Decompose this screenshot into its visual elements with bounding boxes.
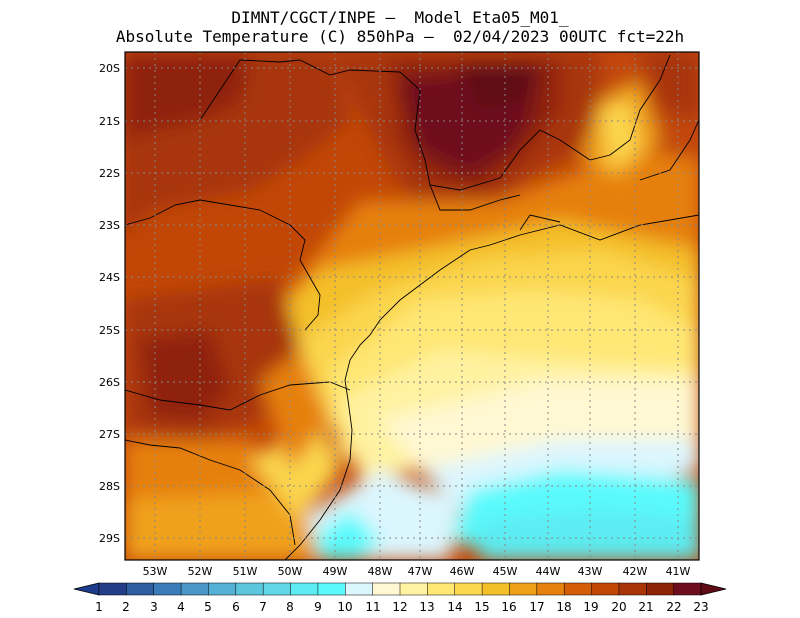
colorbar-cell [262,582,292,596]
colorbar-cell [536,582,565,596]
colorbar-cell [126,582,155,596]
lat-label: 24S [99,271,120,284]
lon-label: 51W [233,565,258,578]
colorbar-label: 13 [419,600,434,614]
colorbar-cell [481,582,510,596]
map-frame [124,51,700,561]
colorbar-label: 8 [286,600,294,614]
colorbar-cell [235,582,264,596]
lon-label: 41W [666,565,691,578]
lat-label: 29S [99,532,120,545]
colorbar-label: 18 [556,600,571,614]
colorbar-cell [180,582,209,596]
lon-label: 46W [450,565,475,578]
colorbar-label: 3 [150,600,158,614]
map-title-line2: Absolute Temperature (C) 850hPa – 02/04/… [115,27,685,46]
colorbar-cell [290,582,319,596]
map-title-line1: DIMNT/CGCT/INPE – Model Eta05_M01_ [231,8,569,27]
lat-label: 22S [99,167,120,180]
colorbar-cell [646,582,675,596]
colorbar-cell [208,582,237,596]
boundaries [125,54,699,560]
colorbar-cell [618,582,647,596]
colorbar-label: 19 [583,600,598,614]
lat-label: 28S [99,480,120,493]
colorbar-cell [153,582,182,596]
colorbar: 1 2 3 4 5 6 7 8 9 10 11 12 13 14 15 16 1… [73,582,727,614]
lon-label: 48W [368,565,393,578]
lat-label: 27S [99,428,120,441]
colorbar-labels: 1 2 3 4 5 6 7 8 9 10 11 12 13 14 15 16 1… [95,600,708,614]
lon-label: 47W [408,565,433,578]
colorbar-label: 14 [447,600,462,614]
colorbar-cell [563,582,593,596]
colorbar-label: 5 [204,600,212,614]
colorbar-label: 7 [259,600,267,614]
lon-label: 53W [143,565,168,578]
colorbar-over-arrow [700,582,727,596]
lat-label: 23S [99,219,120,232]
colorbar-label: 21 [638,600,653,614]
colorbar-cell [317,582,346,596]
colorbar-label: 23 [693,600,708,614]
colorbar-label: 4 [177,600,185,614]
colorbar-label: 20 [611,600,626,614]
colorbar-cell [427,582,456,596]
lat-label: 21S [99,115,120,128]
colorbar-cell [454,582,483,596]
lon-label: 44W [536,565,561,578]
colorbar-label: 12 [392,600,407,614]
colorbar-label: 6 [232,600,240,614]
lat-label: 25S [99,324,120,337]
colorbar-cell [509,582,538,596]
colorbar-under-arrow [73,582,100,596]
longitude-labels: 53W 52W 51W 50W 49W 48W 47W 46W 45W 44W … [143,565,691,578]
lon-label: 43W [578,565,603,578]
lon-label: 42W [623,565,648,578]
colorbar-cell [673,582,702,596]
colorbar-label: 22 [666,600,681,614]
colorbar-cell [345,582,374,596]
colorbar-label: 9 [314,600,322,614]
temperature-field [125,52,699,560]
colorbar-label: 17 [529,600,544,614]
lon-label: 49W [323,565,348,578]
lat-label: 26S [99,376,120,389]
colorbar-label: 1 [95,600,103,614]
colorbar-label: 11 [365,600,380,614]
colorbar-label: 16 [501,600,516,614]
colorbar-cell [372,582,401,596]
colorbar-label: 2 [122,600,130,614]
map-grid [125,52,699,560]
colorbar-cell [399,582,428,596]
colorbar-label: 15 [474,600,489,614]
lon-label: 52W [188,565,213,578]
colorbar-cell [591,582,620,596]
colorbar-label: 10 [337,600,352,614]
latitude-labels: 20S 21S 22S 23S 24S 25S 26S 27S 28S 29S [99,62,120,545]
lon-label: 50W [278,565,303,578]
lat-label: 20S [99,62,120,75]
lon-label: 45W [493,565,518,578]
colorbar-cell [98,582,127,596]
